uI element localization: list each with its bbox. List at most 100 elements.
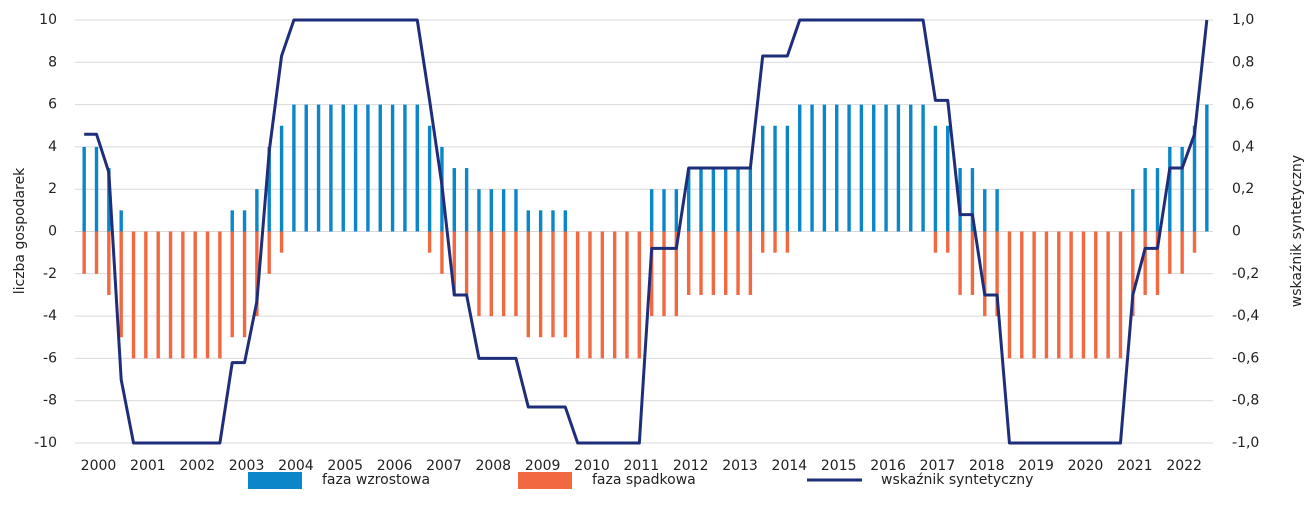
y-tick-label: 2 <box>48 181 57 197</box>
bar <box>699 231 703 295</box>
bar <box>1168 146 1172 232</box>
x-tick-label: 2021 <box>1117 458 1153 474</box>
bar <box>575 231 580 359</box>
bar <box>452 231 456 295</box>
bar <box>662 231 666 317</box>
bar <box>822 104 827 232</box>
bar <box>82 231 86 274</box>
bar <box>946 125 950 232</box>
bar <box>1106 231 1110 359</box>
bar <box>896 104 901 232</box>
y2-tick-label: -0,4 <box>1232 308 1259 324</box>
bar <box>304 104 308 232</box>
y2-tick-label: 1,0 <box>1232 12 1254 28</box>
bar <box>1192 231 1197 253</box>
bar <box>477 189 481 232</box>
x-tick-label: 2000 <box>81 458 117 474</box>
bar <box>1143 231 1147 295</box>
y-tick-label: -10 <box>34 435 57 451</box>
bar <box>168 231 173 359</box>
bar <box>970 231 975 295</box>
bar <box>563 231 568 338</box>
bar <box>1057 231 1061 359</box>
x-tick-label: 2020 <box>1068 458 1104 474</box>
bar <box>810 104 814 232</box>
bar <box>242 231 247 338</box>
y-tick-label: 4 <box>48 139 57 155</box>
bar <box>1007 231 1012 359</box>
bar <box>1032 231 1036 359</box>
bar <box>1094 231 1098 359</box>
bar <box>1180 146 1184 232</box>
bar <box>699 168 703 232</box>
bar <box>1069 231 1073 359</box>
x-tick-label: 2007 <box>426 458 462 474</box>
bar <box>193 231 197 359</box>
x-tick-label: 2018 <box>969 458 1005 474</box>
bar <box>909 104 913 232</box>
bar <box>612 231 617 359</box>
bar <box>427 125 432 232</box>
bar <box>847 104 851 232</box>
bar <box>181 231 185 359</box>
x-tick-label: 2009 <box>525 458 561 474</box>
bar <box>538 210 543 232</box>
bar <box>1180 231 1184 274</box>
bar <box>649 189 654 232</box>
y2-tick-label: 0,4 <box>1232 139 1254 155</box>
x-tick-label: 2002 <box>179 458 215 474</box>
bar <box>761 231 765 253</box>
x-tick-label: 2001 <box>130 458 166 474</box>
bar <box>1192 125 1197 232</box>
bar <box>773 231 777 253</box>
bar <box>292 104 296 232</box>
bar <box>563 210 568 232</box>
y-tick-label: -6 <box>43 350 57 366</box>
legend-label: faza wzrostowa <box>322 472 430 488</box>
bar <box>1168 231 1172 274</box>
bar <box>711 231 716 295</box>
y-axis-title: liczba gospodarek <box>12 167 28 294</box>
bar <box>551 231 555 338</box>
bar <box>551 210 555 232</box>
y2-tick-label: -0,2 <box>1232 266 1259 282</box>
bar <box>798 104 802 232</box>
bar <box>464 231 469 295</box>
bar <box>526 210 530 232</box>
x-tick-label: 2008 <box>475 458 511 474</box>
y-tick-label: 10 <box>39 12 57 28</box>
y-tick-label: 6 <box>48 97 57 113</box>
bar <box>723 231 728 295</box>
bar <box>686 168 691 232</box>
bar <box>723 168 728 232</box>
bar <box>1044 231 1049 359</box>
bar <box>674 231 679 317</box>
bar <box>255 231 259 317</box>
bar <box>538 231 543 338</box>
bar <box>242 210 247 232</box>
bar <box>736 231 740 295</box>
bar <box>452 168 456 232</box>
bar <box>1205 104 1209 232</box>
bar <box>366 104 370 232</box>
bar <box>279 231 284 253</box>
y2-tick-label: 0,6 <box>1232 97 1254 113</box>
bar <box>946 231 950 253</box>
bar <box>625 231 629 359</box>
bar <box>933 125 938 232</box>
bar <box>390 104 395 232</box>
bar <box>785 125 790 232</box>
bar <box>748 168 753 232</box>
bar <box>501 189 506 232</box>
bar <box>218 231 222 359</box>
x-tick-label: 2010 <box>574 458 610 474</box>
bar <box>736 168 740 232</box>
y-tick-label: -2 <box>43 266 57 282</box>
bar <box>94 231 99 274</box>
bar <box>415 104 419 232</box>
bar <box>107 231 111 295</box>
bar <box>316 104 321 232</box>
x-tick-label: 2011 <box>624 458 660 474</box>
y2-axis-title: wskaźnik syntetyczny <box>1289 155 1305 307</box>
bar <box>477 231 481 317</box>
